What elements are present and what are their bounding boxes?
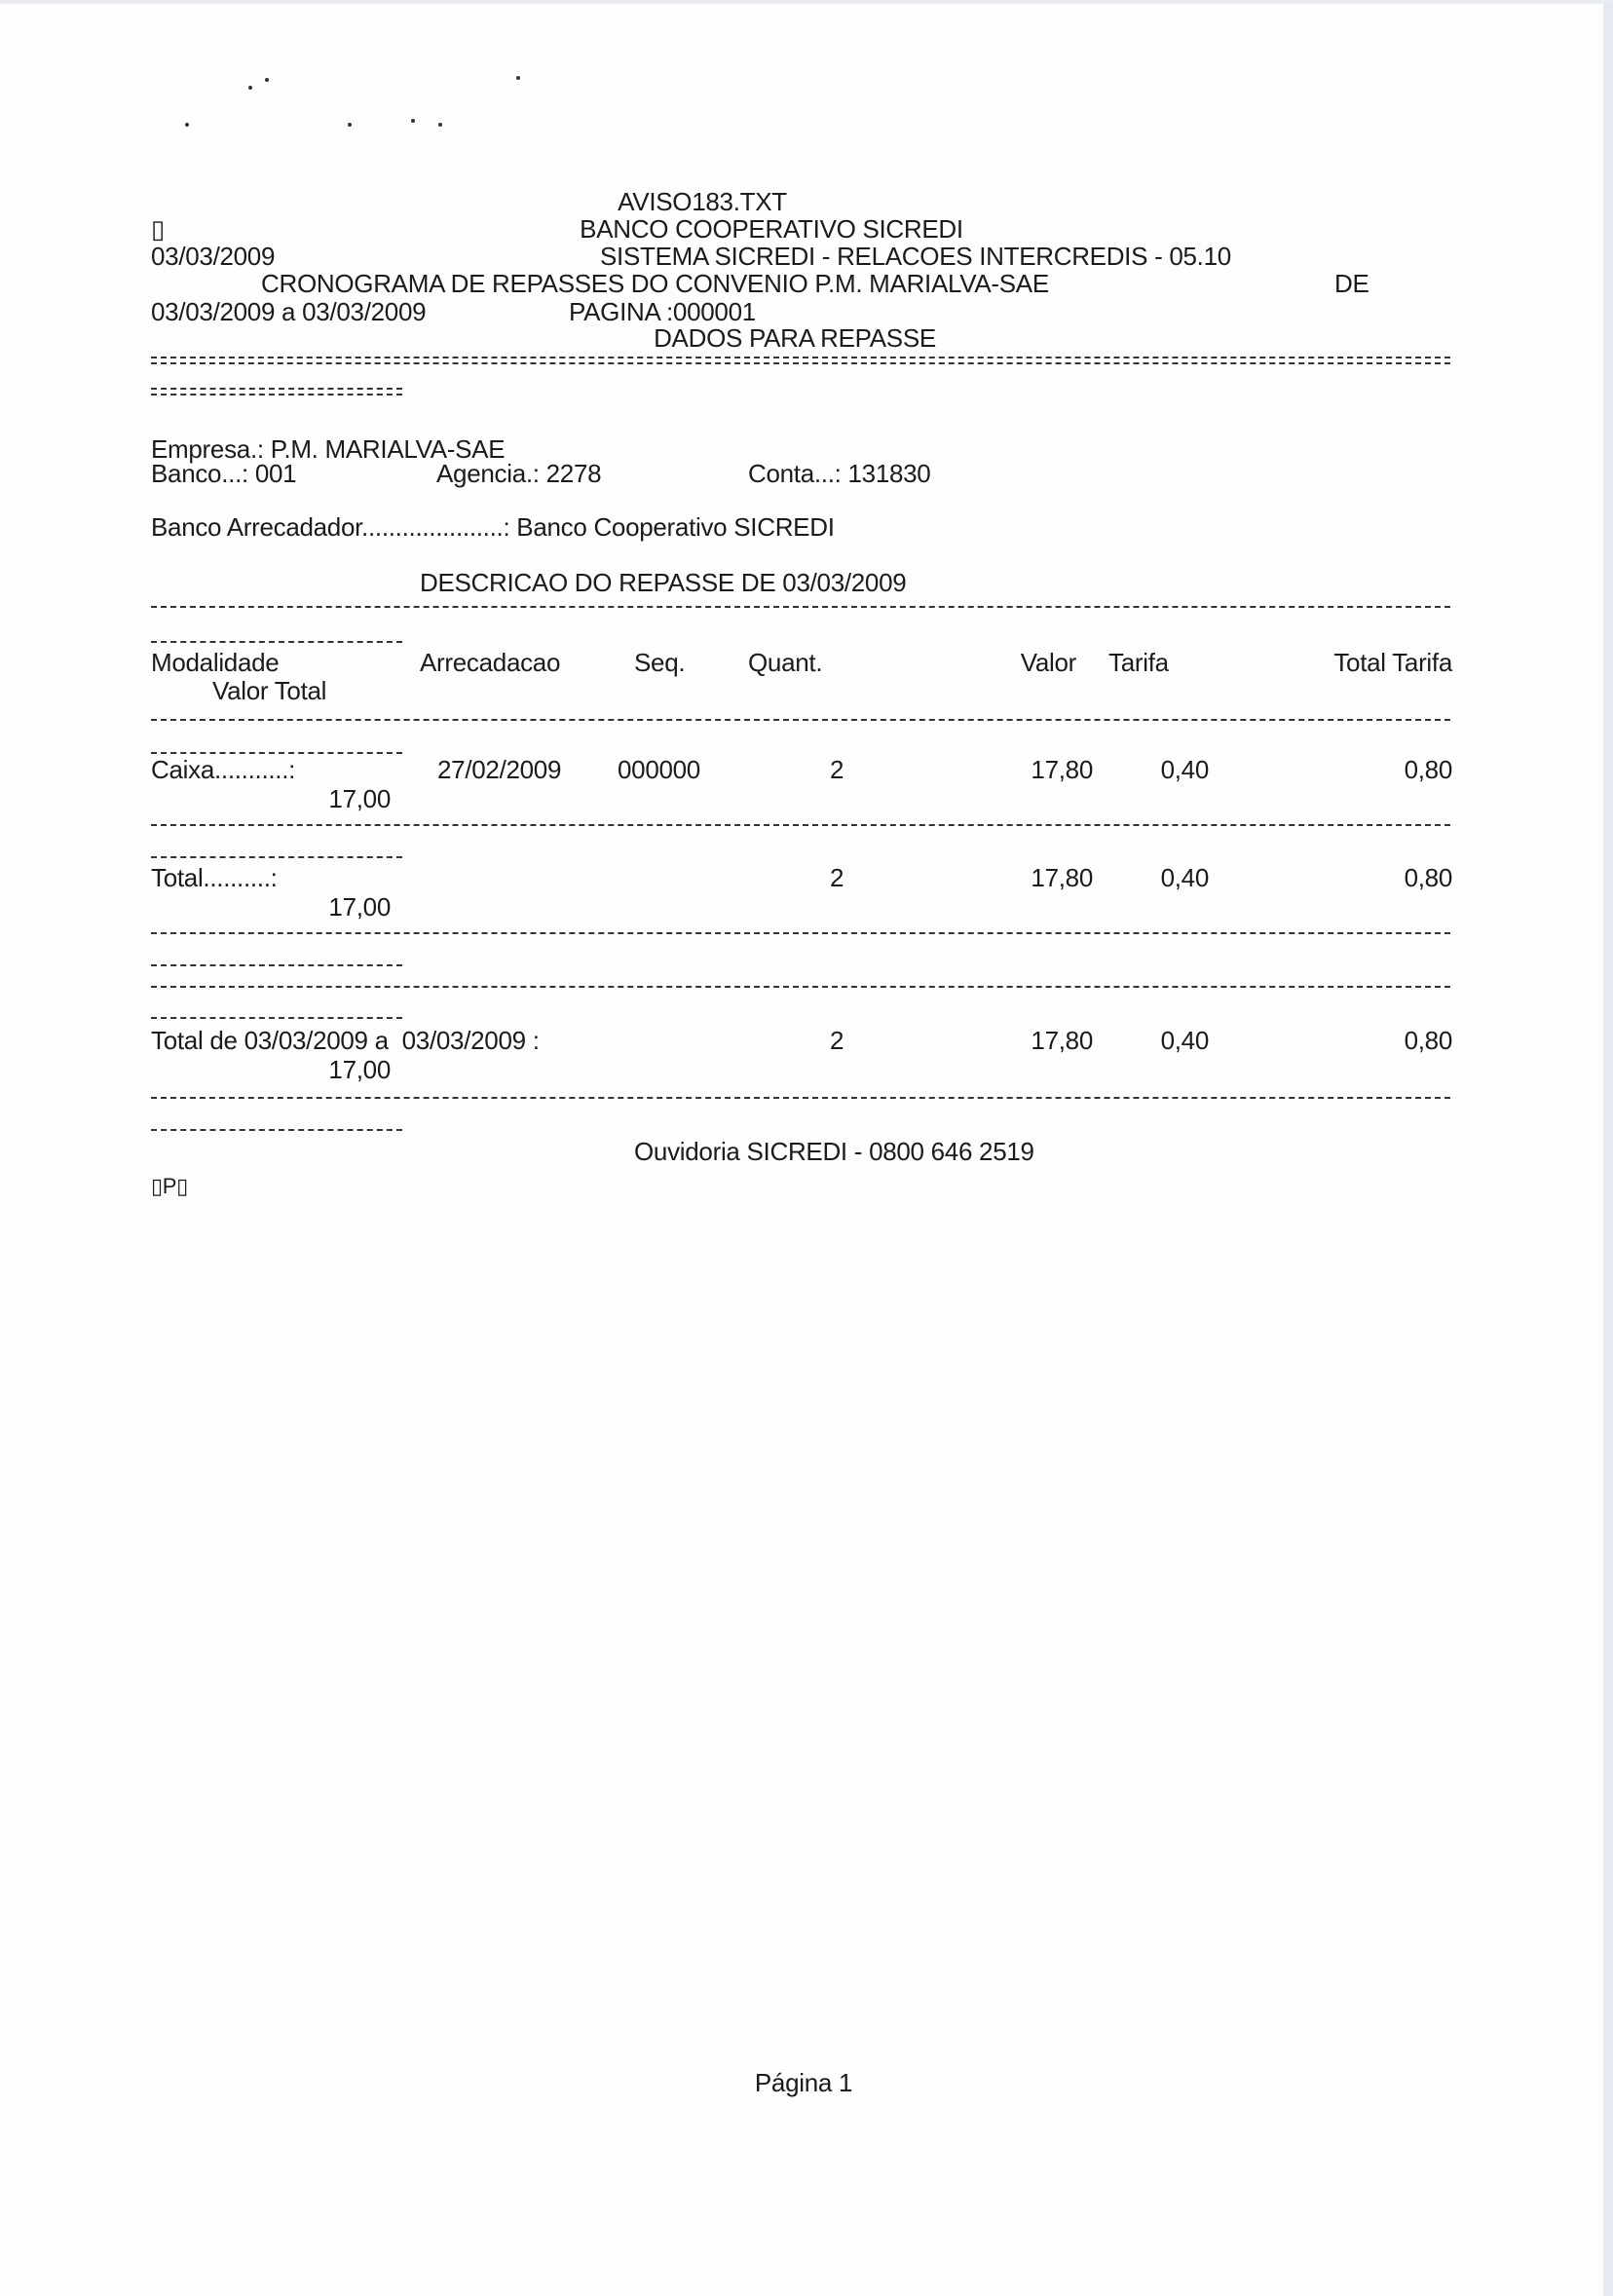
system-name: SISTEMA SICREDI - RELACOES INTERCREDIS -…: [600, 242, 1231, 271]
scan-top-edge: [0, 0, 1613, 4]
col-total-tarifa: Total Tarifa: [1333, 648, 1452, 677]
scan-speck: [185, 123, 189, 127]
banco-arrecadador: Banco Arrecadador.....................: …: [151, 512, 835, 542]
row-valor: 17,80: [1031, 755, 1093, 784]
scan-speck: [411, 119, 415, 123]
dashed-divider: [151, 986, 1450, 988]
col-seq: Seq.: [634, 648, 686, 677]
dashed-divider: [151, 752, 402, 754]
col-arrecadacao: Arrecadacao: [420, 648, 561, 677]
dashed-divider: [151, 719, 1450, 721]
dashed-divider: [151, 606, 1450, 608]
row-valor-total: 17,00: [328, 1055, 391, 1084]
row-valor-total: 17,00: [328, 784, 391, 813]
row-total-tarifa: 0,80: [1404, 863, 1453, 892]
row-quant: 2: [830, 863, 844, 892]
scan-speck: [348, 123, 352, 127]
page-label: Página 1: [754, 2068, 853, 2097]
section-title: DADOS PARA REPASSE: [654, 323, 936, 353]
dashed-divider: [151, 1129, 402, 1131]
col-valor-total: Valor Total: [212, 676, 327, 705]
row-label: Total..........:: [151, 863, 278, 892]
dashed-divider: [151, 1017, 402, 1019]
row-valor: 17,80: [1031, 863, 1093, 892]
row-total-tarifa: 0,80: [1404, 1026, 1453, 1055]
row-arrecadacao: 27/02/2009: [437, 755, 562, 784]
empresa: Empresa.: P.M. MARIALVA-SAE: [151, 434, 506, 464]
row-label: Total de 03/03/2009 a 03/03/2009 :: [151, 1026, 540, 1055]
scan-edge: [1603, 0, 1613, 2296]
period: 03/03/2009 a 03/03/2009: [151, 297, 427, 326]
conta: Conta...: 131830: [748, 459, 931, 488]
col-tarifa: Tarifa: [1108, 648, 1169, 677]
report-date: 03/03/2009: [151, 242, 276, 271]
scan-speck: [248, 86, 252, 90]
scan-speck: [438, 123, 442, 127]
ouvidoria: Ouvidoria SICREDI - 0800 646 2519: [634, 1137, 1034, 1166]
report-title: CRONOGRAMA DE REPASSES DO CONVENIO P.M. …: [261, 269, 1049, 298]
row-tarifa: 0,40: [1160, 1026, 1210, 1055]
table-title: DESCRICAO DO REPASSE DE 03/03/2009: [420, 568, 907, 597]
row-total-tarifa: 0,80: [1404, 755, 1453, 784]
col-valor: Valor: [1020, 648, 1077, 677]
row-quant: 2: [830, 755, 844, 784]
row-quant: 2: [830, 1026, 844, 1055]
scan-speck: [516, 76, 520, 80]
row-tarifa: 0,40: [1160, 863, 1210, 892]
row-seq: 000000: [618, 755, 700, 784]
bank-name: BANCO COOPERATIVO SICREDI: [580, 214, 963, 244]
page-marker: ▯P▯: [151, 1174, 188, 1198]
scan-speck: [265, 78, 269, 82]
file-name: AVISO183.TXT: [618, 187, 787, 216]
dashed-divider: [151, 964, 402, 966]
box-glyph: ▯: [151, 214, 166, 244]
dashed-divider: [151, 824, 1450, 826]
row-valor-total: 17,00: [328, 892, 391, 922]
double-divider: [151, 357, 1450, 364]
agencia: Agencia.: 2278: [436, 459, 602, 488]
dashed-divider: [151, 932, 1450, 934]
row-tarifa: 0,40: [1160, 755, 1210, 784]
row-valor: 17,80: [1031, 1026, 1093, 1055]
col-quant: Quant.: [748, 648, 823, 677]
dashed-divider: [151, 641, 402, 643]
dashed-divider: [151, 1097, 1450, 1099]
report-title-suffix: DE: [1334, 269, 1369, 298]
dashed-divider: [151, 856, 402, 858]
double-divider: [151, 388, 402, 395]
page-number: PAGINA :000001: [569, 297, 756, 326]
row-label: Caixa...........:: [151, 755, 296, 784]
banco: Banco...: 001: [151, 459, 297, 488]
col-modalidade: Modalidade: [151, 648, 280, 677]
